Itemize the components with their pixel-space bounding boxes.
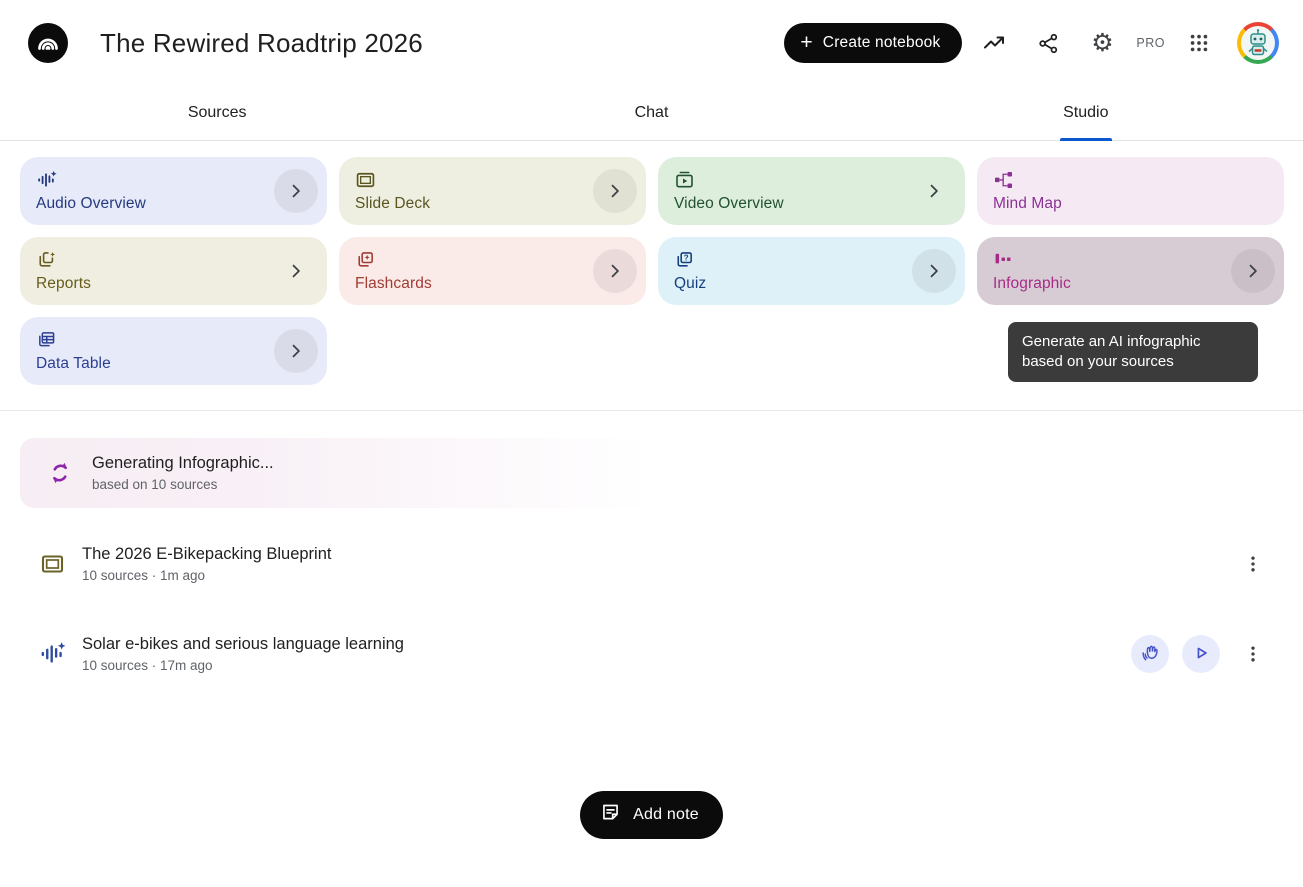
card-label: Slide Deck — [355, 195, 431, 212]
interactive-mode-button[interactable] — [1131, 635, 1169, 673]
card-label: Video Overview — [674, 195, 784, 212]
studio-card-grid: Audio Overview Slide Deck Video Overview — [0, 141, 1303, 385]
item-meta: 10 sources · 1m ago — [82, 568, 206, 583]
card-label: Mind Map — [993, 195, 1062, 212]
card-slide-deck[interactable]: Slide Deck — [339, 157, 646, 225]
chevron-right-icon[interactable] — [912, 169, 956, 213]
chevron-right-icon[interactable] — [274, 249, 318, 293]
slide-deck-icon — [355, 170, 630, 190]
card-quiz[interactable]: ? Quiz — [658, 237, 965, 305]
add-note-button[interactable]: Add note — [580, 791, 723, 839]
play-button[interactable] — [1182, 635, 1220, 673]
card-label: Infographic — [993, 275, 1071, 292]
card-flashcards[interactable]: Flashcards — [339, 237, 646, 305]
more-options-icon[interactable] — [1233, 634, 1273, 674]
create-notebook-button[interactable]: + Create notebook — [784, 23, 963, 63]
video-overview-icon — [674, 170, 949, 190]
notebooklm-logo[interactable] — [26, 21, 70, 65]
tab-bar: Sources Chat Studio — [0, 86, 1303, 141]
chevron-right-icon[interactable] — [274, 169, 318, 213]
plus-icon: + — [800, 30, 813, 54]
item-title: The 2026 E-Bikepacking Blueprint — [82, 545, 332, 563]
card-label: Data Table — [36, 355, 111, 372]
settings-icon[interactable]: ⚙ — [1080, 23, 1124, 63]
tab-chat[interactable]: Chat — [634, 104, 669, 121]
apps-grid-icon[interactable] — [1177, 23, 1221, 63]
chevron-right-icon[interactable] — [593, 249, 637, 293]
data-table-icon — [36, 330, 311, 350]
card-infographic[interactable]: Infographic — [977, 237, 1284, 305]
app-header: The Rewired Roadtrip 2026 + Create noteb… — [0, 0, 1303, 86]
hand-wave-icon — [1139, 642, 1161, 667]
card-video-overview[interactable]: Video Overview — [658, 157, 965, 225]
card-label: Audio Overview — [36, 195, 146, 212]
play-icon — [1190, 642, 1212, 667]
card-reports[interactable]: Reports — [20, 237, 327, 305]
more-options-icon[interactable] — [1233, 544, 1273, 584]
card-label: Quiz — [674, 275, 707, 292]
chevron-right-icon[interactable] — [1231, 249, 1275, 293]
add-note-label: Add note — [633, 806, 699, 823]
card-label: Reports — [36, 275, 91, 292]
generating-infographic-row[interactable]: Generating Infographic... based on 10 so… — [20, 438, 1283, 508]
analytics-icon[interactable] — [972, 23, 1016, 63]
svg-text:?: ? — [684, 254, 689, 263]
active-tab-underline — [1059, 138, 1112, 141]
robot-avatar-image — [1241, 26, 1275, 60]
note-icon — [600, 802, 621, 828]
reports-icon — [36, 250, 311, 270]
generating-title: Generating Infographic... — [92, 454, 274, 472]
card-data-table[interactable]: Data Table — [20, 317, 327, 385]
tab-studio[interactable]: Studio — [869, 86, 1303, 141]
quiz-icon: ? — [674, 250, 949, 270]
share-icon[interactable] — [1026, 23, 1070, 63]
refresh-progress-icon — [47, 460, 73, 486]
infographic-icon — [993, 250, 1268, 270]
tooltip-text: Generate an AI infographic based on your… — [1022, 333, 1201, 370]
audio-waveform-icon — [36, 170, 311, 190]
card-label: Flashcards — [355, 275, 432, 292]
studio-item-slide-deck[interactable]: The 2026 E-Bikepacking Blueprint 10 sour… — [0, 536, 1303, 592]
flashcards-icon — [355, 250, 630, 270]
avatar[interactable] — [1237, 22, 1279, 64]
create-notebook-label: Create notebook — [822, 34, 941, 51]
header-actions: + Create notebook ⚙ PRO — [784, 22, 1279, 64]
chevron-right-icon[interactable] — [274, 329, 318, 373]
audio-waveform-icon — [40, 641, 70, 667]
generating-subtitle: based on 10 sources — [92, 477, 218, 492]
card-mind-map[interactable]: Mind Map — [977, 157, 1284, 225]
item-title: Solar e-bikes and serious language learn… — [82, 635, 404, 653]
slide-deck-icon — [40, 552, 70, 576]
notebook-title[interactable]: The Rewired Roadtrip 2026 — [100, 27, 423, 58]
chevron-right-icon[interactable] — [912, 249, 956, 293]
tab-sources[interactable]: Sources — [187, 104, 247, 121]
chevron-right-icon[interactable] — [593, 169, 637, 213]
item-meta: 10 sources · 17m ago — [82, 658, 213, 673]
pro-badge: PRO — [1136, 36, 1165, 50]
infographic-tooltip: Generate an AI infographic based on your… — [1008, 322, 1258, 382]
card-audio-overview[interactable]: Audio Overview — [20, 157, 327, 225]
studio-item-audio-overview[interactable]: Solar e-bikes and serious language learn… — [0, 626, 1303, 682]
generating-text: Generating Infographic... based on 10 so… — [92, 454, 274, 492]
mind-map-icon — [993, 170, 1268, 190]
section-divider — [0, 410, 1303, 411]
